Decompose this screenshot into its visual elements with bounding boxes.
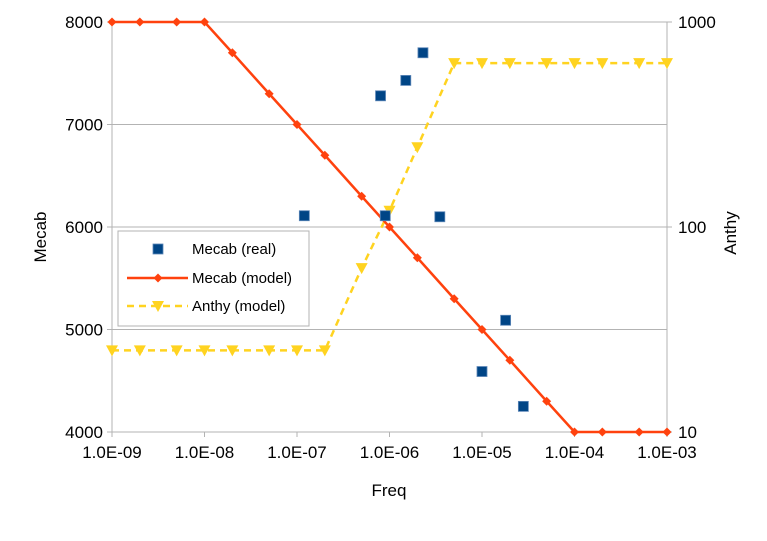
data-point (107, 17, 117, 27)
data-point (517, 400, 529, 412)
legend-label: Mecab (real) (192, 241, 276, 258)
data-point (596, 58, 609, 70)
y-right-axis-ticks: 10 100 1000 (667, 13, 716, 442)
legend-entry: Anthy (model) (127, 298, 285, 315)
y-left-tick-label: 4000 (65, 423, 103, 442)
y-left-tick-label: 7000 (65, 116, 103, 135)
x-tick-label: 1.0E-03 (637, 443, 697, 462)
x-axis-title: Freq (372, 481, 407, 500)
data-point (385, 222, 394, 232)
y-right-tick-label: 100 (678, 218, 706, 237)
data-point (291, 345, 303, 357)
x-tick-label: 1.0E-09 (82, 443, 142, 462)
data-point (476, 58, 488, 70)
data-point (503, 58, 516, 70)
data-point (417, 47, 429, 59)
legend-label: Mecab (model) (192, 270, 292, 287)
data-point (133, 345, 146, 357)
data-point (263, 345, 276, 357)
legend-marker (152, 301, 164, 312)
data-point (400, 75, 412, 86)
series-layer (106, 17, 673, 437)
data-point (198, 345, 211, 357)
data-point (357, 191, 367, 201)
x-tick-label: 1.0E-04 (545, 443, 605, 462)
data-point (597, 427, 607, 437)
data-point (226, 345, 239, 357)
data-point (449, 294, 459, 304)
data-point (170, 345, 183, 357)
legend-marker (152, 243, 164, 255)
data-point (318, 345, 331, 357)
data-point (500, 314, 512, 326)
data-point (172, 17, 182, 27)
data-point (411, 142, 424, 154)
data-point (662, 427, 672, 437)
data-point (434, 211, 446, 223)
data-point (320, 150, 330, 160)
data-point (379, 210, 391, 222)
series-mecab-real (298, 47, 529, 412)
data-point (264, 89, 274, 99)
y-left-axis-ticks: 4000 5000 6000 7000 8000 (65, 13, 112, 442)
data-point (448, 58, 461, 70)
data-point (200, 17, 209, 27)
x-tick-label: 1.0E-07 (267, 443, 327, 462)
data-point (298, 210, 310, 222)
data-point (634, 427, 644, 437)
data-point (542, 396, 552, 406)
data-point (661, 58, 673, 70)
legend-marker (153, 273, 163, 283)
y-right-axis-title: Anthy (721, 211, 740, 255)
x-axis-ticks: 1.0E-09 1.0E-08 1.0E-07 1.0E-06 1.0E-05 1.0E-… (82, 432, 697, 462)
legend: Mecab (real) Mecab (model) Anthy (model) (117, 230, 310, 327)
data-point (570, 427, 579, 437)
data-point (540, 58, 553, 70)
data-point (227, 48, 237, 58)
y-right-tick-label: 10 (678, 423, 697, 442)
data-point (412, 253, 422, 263)
legend-entry: Mecab (model) (127, 270, 292, 287)
data-point (633, 58, 646, 70)
data-point (106, 345, 118, 357)
data-point (476, 366, 488, 377)
data-point (292, 120, 302, 129)
y-left-tick-label: 6000 (65, 218, 103, 237)
data-point (135, 17, 145, 27)
y-left-tick-label: 5000 (65, 321, 103, 340)
data-point (505, 355, 515, 365)
y-left-tick-label: 8000 (65, 13, 103, 32)
legend-entry: Mecab (real) (152, 241, 276, 258)
legend-label: Anthy (model) (192, 298, 285, 315)
series-mecab-model (107, 17, 672, 437)
x-tick-label: 1.0E-06 (360, 443, 420, 462)
y-left-axis-title: Mecab (31, 211, 50, 262)
y-right-tick-label: 1000 (678, 13, 716, 32)
x-tick-label: 1.0E-05 (452, 443, 512, 462)
x-tick-label: 1.0E-08 (175, 443, 235, 462)
data-point (568, 58, 581, 70)
data-point (477, 325, 487, 334)
data-point (375, 90, 386, 102)
data-point (355, 263, 368, 275)
